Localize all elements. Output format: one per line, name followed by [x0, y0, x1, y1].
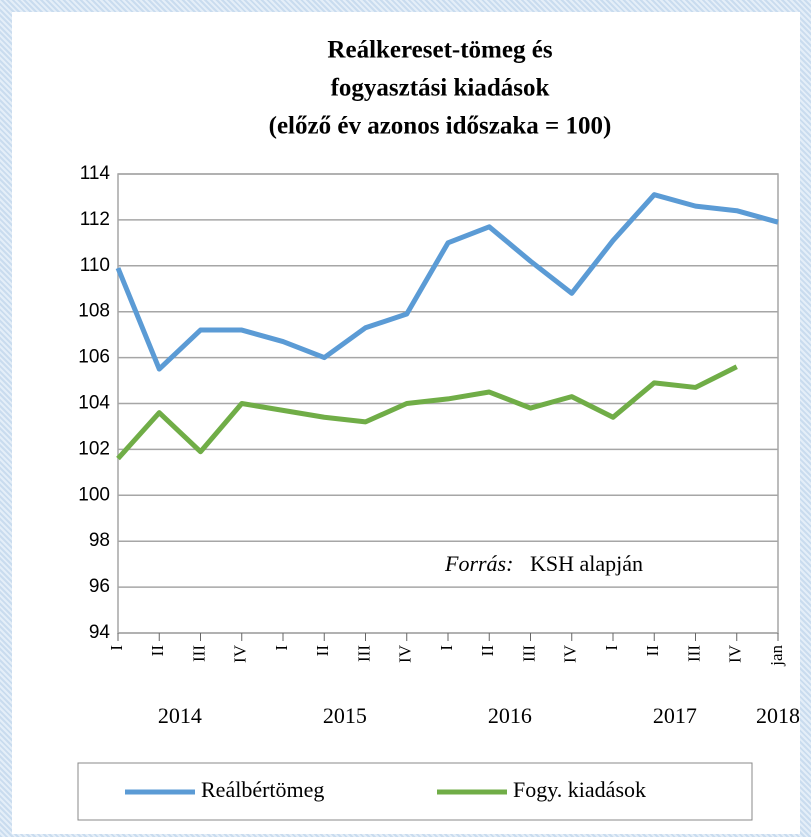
x-tick-label: II: [643, 645, 662, 657]
x-tick-label: I: [437, 645, 456, 651]
legend-label: Fogy. kiadások: [513, 777, 646, 802]
y-tick-label: 106: [78, 347, 110, 368]
chart-title: (előző év azonos időszaka = 100): [269, 113, 612, 140]
data-line: [116, 364, 738, 461]
x-tick-label: II: [313, 645, 332, 657]
x-tick-label: III: [354, 645, 373, 662]
y-tick-label: 110: [80, 255, 110, 276]
y-tick-label: 114: [80, 163, 111, 184]
y-tick-label: 102: [78, 438, 110, 459]
x-tick-label: IV: [561, 644, 580, 663]
y-tick-label: 98: [89, 530, 110, 551]
x-tick-label: III: [189, 645, 208, 662]
chart-title: Reálkereset-tömeg és: [327, 37, 552, 64]
y-tick-label: 104: [78, 393, 110, 414]
year-label: 2018: [756, 703, 800, 728]
y-tick-label: 108: [78, 301, 110, 322]
legend-label: Reálbértömeg: [201, 777, 324, 802]
y-tick-label: 96: [89, 576, 110, 597]
y-tick-label: 112: [80, 209, 110, 230]
year-label: 2017: [653, 703, 697, 728]
x-tick-label: IV: [231, 644, 250, 663]
x-tick-label: jan: [767, 645, 786, 667]
y-tick-label: 94: [89, 622, 111, 643]
year-label: 2014: [158, 703, 202, 728]
x-tick-label: I: [107, 645, 126, 651]
x-tick-label: IV: [726, 644, 745, 663]
year-label: 2016: [488, 703, 532, 728]
chart-title: fogyasztási kiadások: [331, 75, 550, 102]
x-tick-label: I: [602, 645, 621, 651]
x-tick-label: III: [684, 645, 703, 662]
x-tick-label: I: [272, 645, 291, 651]
data-line: [115, 192, 779, 372]
y-tick-label: 100: [78, 484, 110, 505]
x-tick-label: II: [148, 645, 167, 657]
source-label: Forrás:: [444, 551, 513, 576]
x-tick-label: III: [519, 645, 538, 662]
x-tick-label: II: [478, 645, 497, 657]
chart-background: [12, 12, 800, 834]
x-tick-label: IV: [396, 644, 415, 663]
source: KSH alapján: [530, 551, 643, 576]
year-label: 2015: [323, 703, 367, 728]
